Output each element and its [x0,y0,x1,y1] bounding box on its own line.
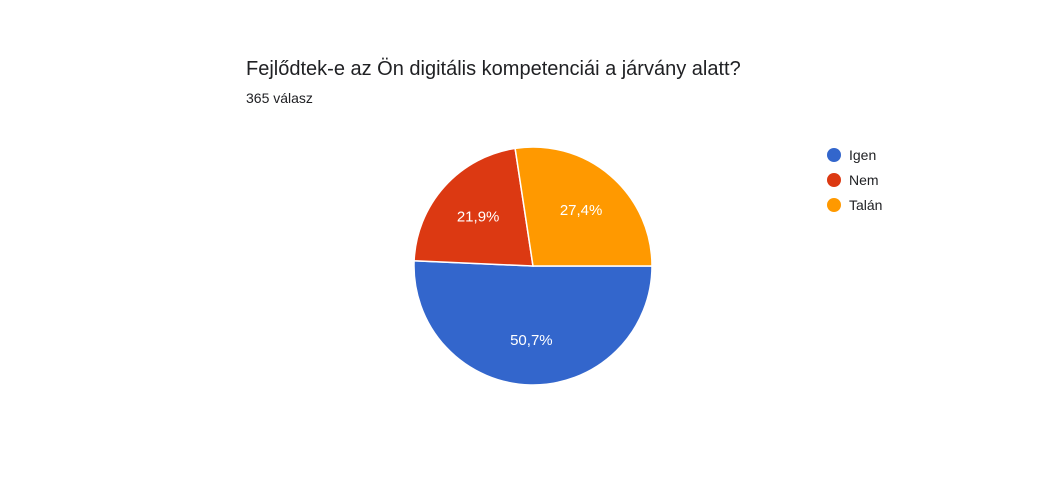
legend-label: Talán [849,197,882,213]
chart-title: Fejlődtek-e az Ön digitális kompetenciái… [246,58,741,80]
pie-slices [413,146,653,386]
legend-swatch [827,148,841,162]
slice-percent-label: 27,4% [560,202,603,219]
pie-slice-igen [413,259,653,386]
legend-swatch [827,198,841,212]
pie-slice-nem [413,147,534,267]
legend-label: Igen [849,147,876,163]
slice-percent-label: 21,9% [457,209,500,226]
pie-slice-tal-n [514,146,653,267]
slice-percent-label: 50,7% [510,332,553,349]
response-count: 365 válasz [246,90,313,106]
legend-swatch [827,173,841,187]
chart-legend: Igen Nem Talán [827,147,882,213]
pie-slice-labels: 50,7% 21,9% 27,4% [457,202,603,349]
legend-label: Nem [849,172,879,188]
